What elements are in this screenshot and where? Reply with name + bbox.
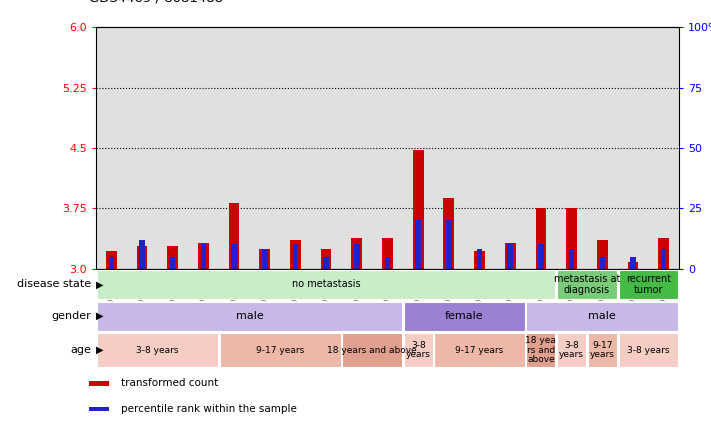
Bar: [170, 257, 176, 269]
Bar: [229, 203, 240, 269]
Text: male: male: [589, 311, 616, 321]
Text: 18 yea
rs and
above: 18 yea rs and above: [525, 336, 557, 364]
Text: GDS4469 / 8081488: GDS4469 / 8081488: [89, 0, 223, 4]
Bar: [198, 243, 209, 269]
Bar: [89, 381, 109, 386]
Bar: [311, 27, 341, 269]
Bar: [220, 333, 341, 367]
Bar: [477, 249, 482, 269]
Bar: [404, 333, 432, 367]
Bar: [341, 27, 372, 269]
Bar: [464, 27, 495, 269]
Text: ▶: ▶: [96, 280, 104, 289]
Bar: [137, 246, 147, 269]
Bar: [127, 27, 157, 269]
Bar: [495, 27, 525, 269]
Bar: [96, 27, 127, 269]
Bar: [535, 209, 546, 269]
Bar: [556, 27, 587, 269]
Bar: [505, 243, 515, 269]
Text: ▶: ▶: [96, 311, 104, 321]
Bar: [139, 240, 145, 269]
Bar: [413, 151, 424, 269]
Bar: [527, 302, 678, 331]
Bar: [566, 209, 577, 269]
Bar: [219, 27, 250, 269]
Text: disease state: disease state: [17, 280, 91, 289]
Bar: [597, 241, 608, 269]
Text: 3-8
years: 3-8 years: [559, 341, 584, 360]
Bar: [538, 244, 544, 269]
Text: 18 years and above: 18 years and above: [327, 346, 417, 354]
Bar: [97, 270, 555, 299]
Bar: [167, 246, 178, 269]
Bar: [97, 333, 218, 367]
Bar: [569, 249, 574, 269]
Bar: [89, 407, 109, 412]
Bar: [403, 27, 434, 269]
Bar: [188, 27, 219, 269]
Text: 9-17 years: 9-17 years: [456, 346, 503, 354]
Bar: [618, 27, 648, 269]
Text: 9-17 years: 9-17 years: [256, 346, 304, 354]
Bar: [157, 27, 188, 269]
Bar: [446, 220, 451, 269]
Bar: [588, 333, 616, 367]
Bar: [599, 257, 605, 269]
Text: female: female: [445, 311, 483, 321]
Bar: [260, 249, 270, 269]
Bar: [557, 270, 616, 299]
Bar: [385, 257, 390, 269]
Text: 3-8 years: 3-8 years: [136, 346, 178, 354]
Text: gender: gender: [51, 311, 91, 321]
Bar: [525, 27, 556, 269]
Text: ▶: ▶: [96, 345, 104, 355]
Bar: [444, 198, 454, 269]
Bar: [351, 238, 362, 269]
Text: metastasis at
diagnosis: metastasis at diagnosis: [554, 274, 620, 295]
Bar: [619, 333, 678, 367]
Bar: [321, 249, 331, 269]
Bar: [97, 302, 402, 331]
Bar: [628, 262, 638, 269]
Text: male: male: [235, 311, 263, 321]
Bar: [262, 249, 267, 269]
Bar: [661, 249, 666, 269]
Bar: [630, 257, 636, 269]
Bar: [648, 27, 679, 269]
Text: 3-8
years: 3-8 years: [406, 341, 431, 360]
Bar: [619, 270, 678, 299]
Bar: [106, 251, 117, 269]
Text: 9-17
years: 9-17 years: [590, 341, 615, 360]
Bar: [415, 220, 421, 269]
Text: percentile rank within the sample: percentile rank within the sample: [121, 404, 296, 414]
Text: recurrent
tumor: recurrent tumor: [626, 274, 671, 295]
Bar: [293, 244, 298, 269]
Bar: [527, 333, 555, 367]
Bar: [354, 244, 360, 269]
Bar: [231, 244, 237, 269]
Text: transformed count: transformed count: [121, 379, 218, 388]
Text: age: age: [70, 345, 91, 355]
Bar: [372, 27, 403, 269]
Bar: [290, 241, 301, 269]
Bar: [382, 238, 393, 269]
Bar: [280, 27, 311, 269]
Bar: [434, 27, 464, 269]
Bar: [201, 244, 206, 269]
Bar: [324, 257, 329, 269]
Bar: [474, 251, 485, 269]
Bar: [508, 244, 513, 269]
Bar: [404, 302, 525, 331]
Bar: [587, 27, 618, 269]
Text: 3-8 years: 3-8 years: [627, 346, 670, 354]
Bar: [109, 257, 114, 269]
Bar: [250, 27, 280, 269]
Bar: [434, 333, 525, 367]
Bar: [557, 333, 586, 367]
Text: no metastasis: no metastasis: [292, 280, 360, 289]
Bar: [343, 333, 402, 367]
Bar: [658, 238, 669, 269]
